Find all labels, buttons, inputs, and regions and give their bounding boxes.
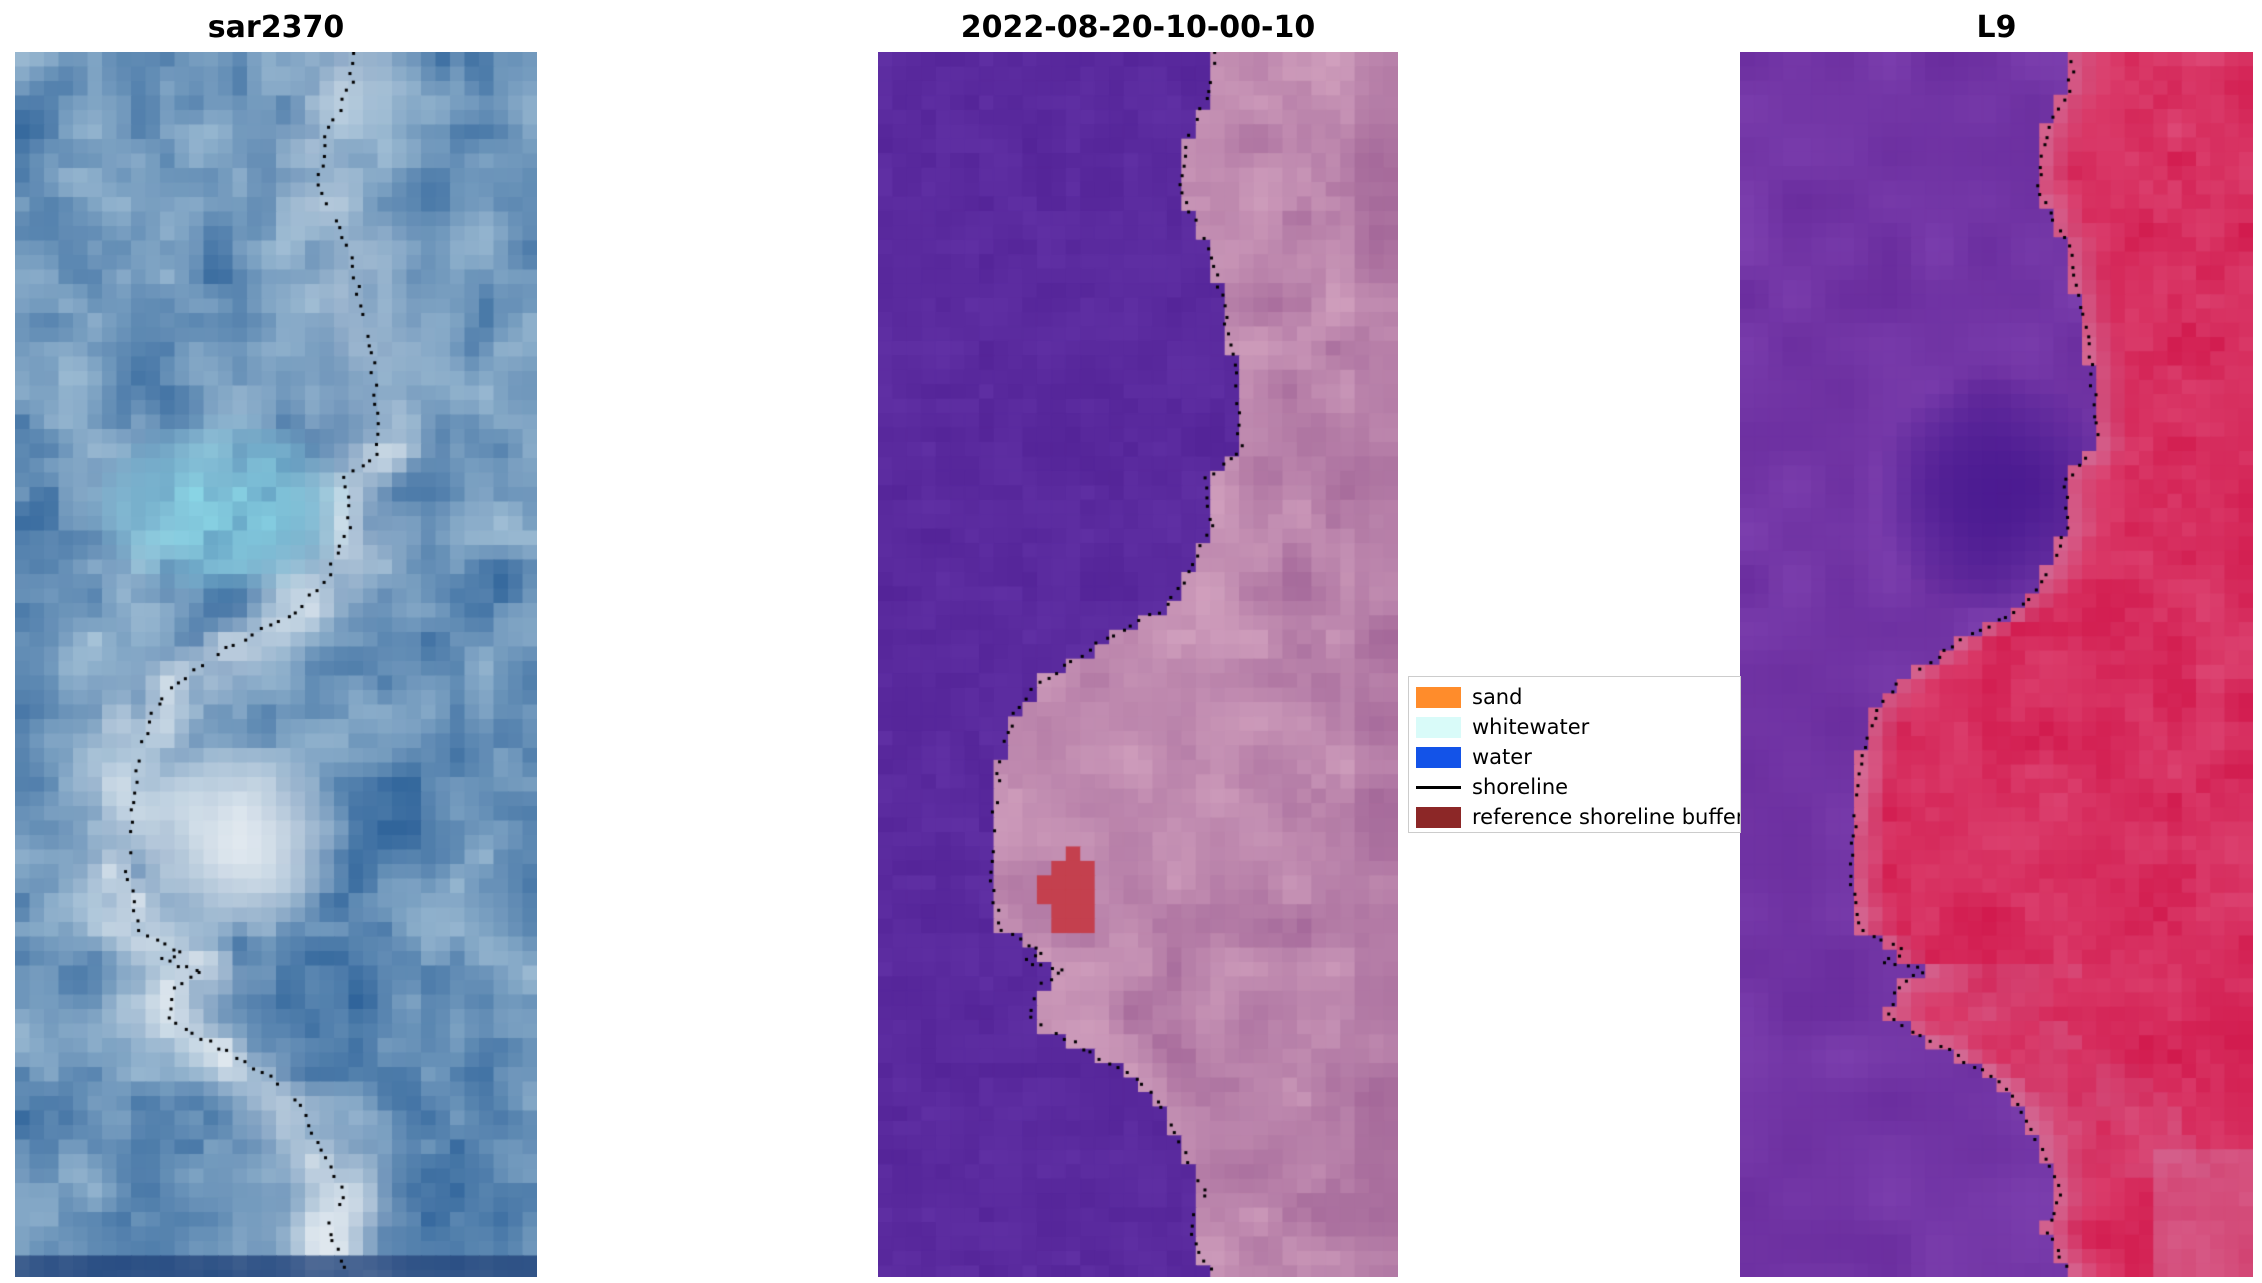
legend-color-swatch [1416,716,1461,738]
legend-entry-sand: sand [1416,682,1740,712]
panel-title-l9: L9 [1976,10,2017,45]
classified-image [878,52,1398,1277]
legend-color-swatch [1416,686,1461,708]
l9-image [1740,52,2253,1277]
panel-title-classified: 2022-08-20-10-00-10 [960,10,1316,45]
legend-color-swatch [1416,746,1461,768]
legend-entry-whitewater: whitewater [1416,712,1740,742]
legend-line-swatch [1416,785,1461,789]
legend-label: sand [1472,685,1523,709]
sar2370-image [15,52,537,1277]
legend-label: shoreline [1472,775,1569,799]
legend-label: whitewater [1472,715,1590,739]
legend-entry-reference: reference shoreline buffer [1416,802,1740,832]
legend-color-swatch [1416,806,1461,828]
legend-entry-shoreline: shoreline [1416,772,1740,802]
legend-entry-water: water [1416,742,1740,772]
panel-title-sar2370: sar2370 [207,10,345,45]
panel-l9: L9 [1740,8,2253,1277]
legend-label: water [1472,745,1532,769]
legend: sand whitewater water shoreline reference sh… [1408,676,1741,833]
legend-label: reference shoreline buffer [1472,805,1741,829]
panel-sar2370: sar2370 [15,8,537,1277]
panel-classified: 2022-08-20-10-00-10 [878,8,1398,1277]
